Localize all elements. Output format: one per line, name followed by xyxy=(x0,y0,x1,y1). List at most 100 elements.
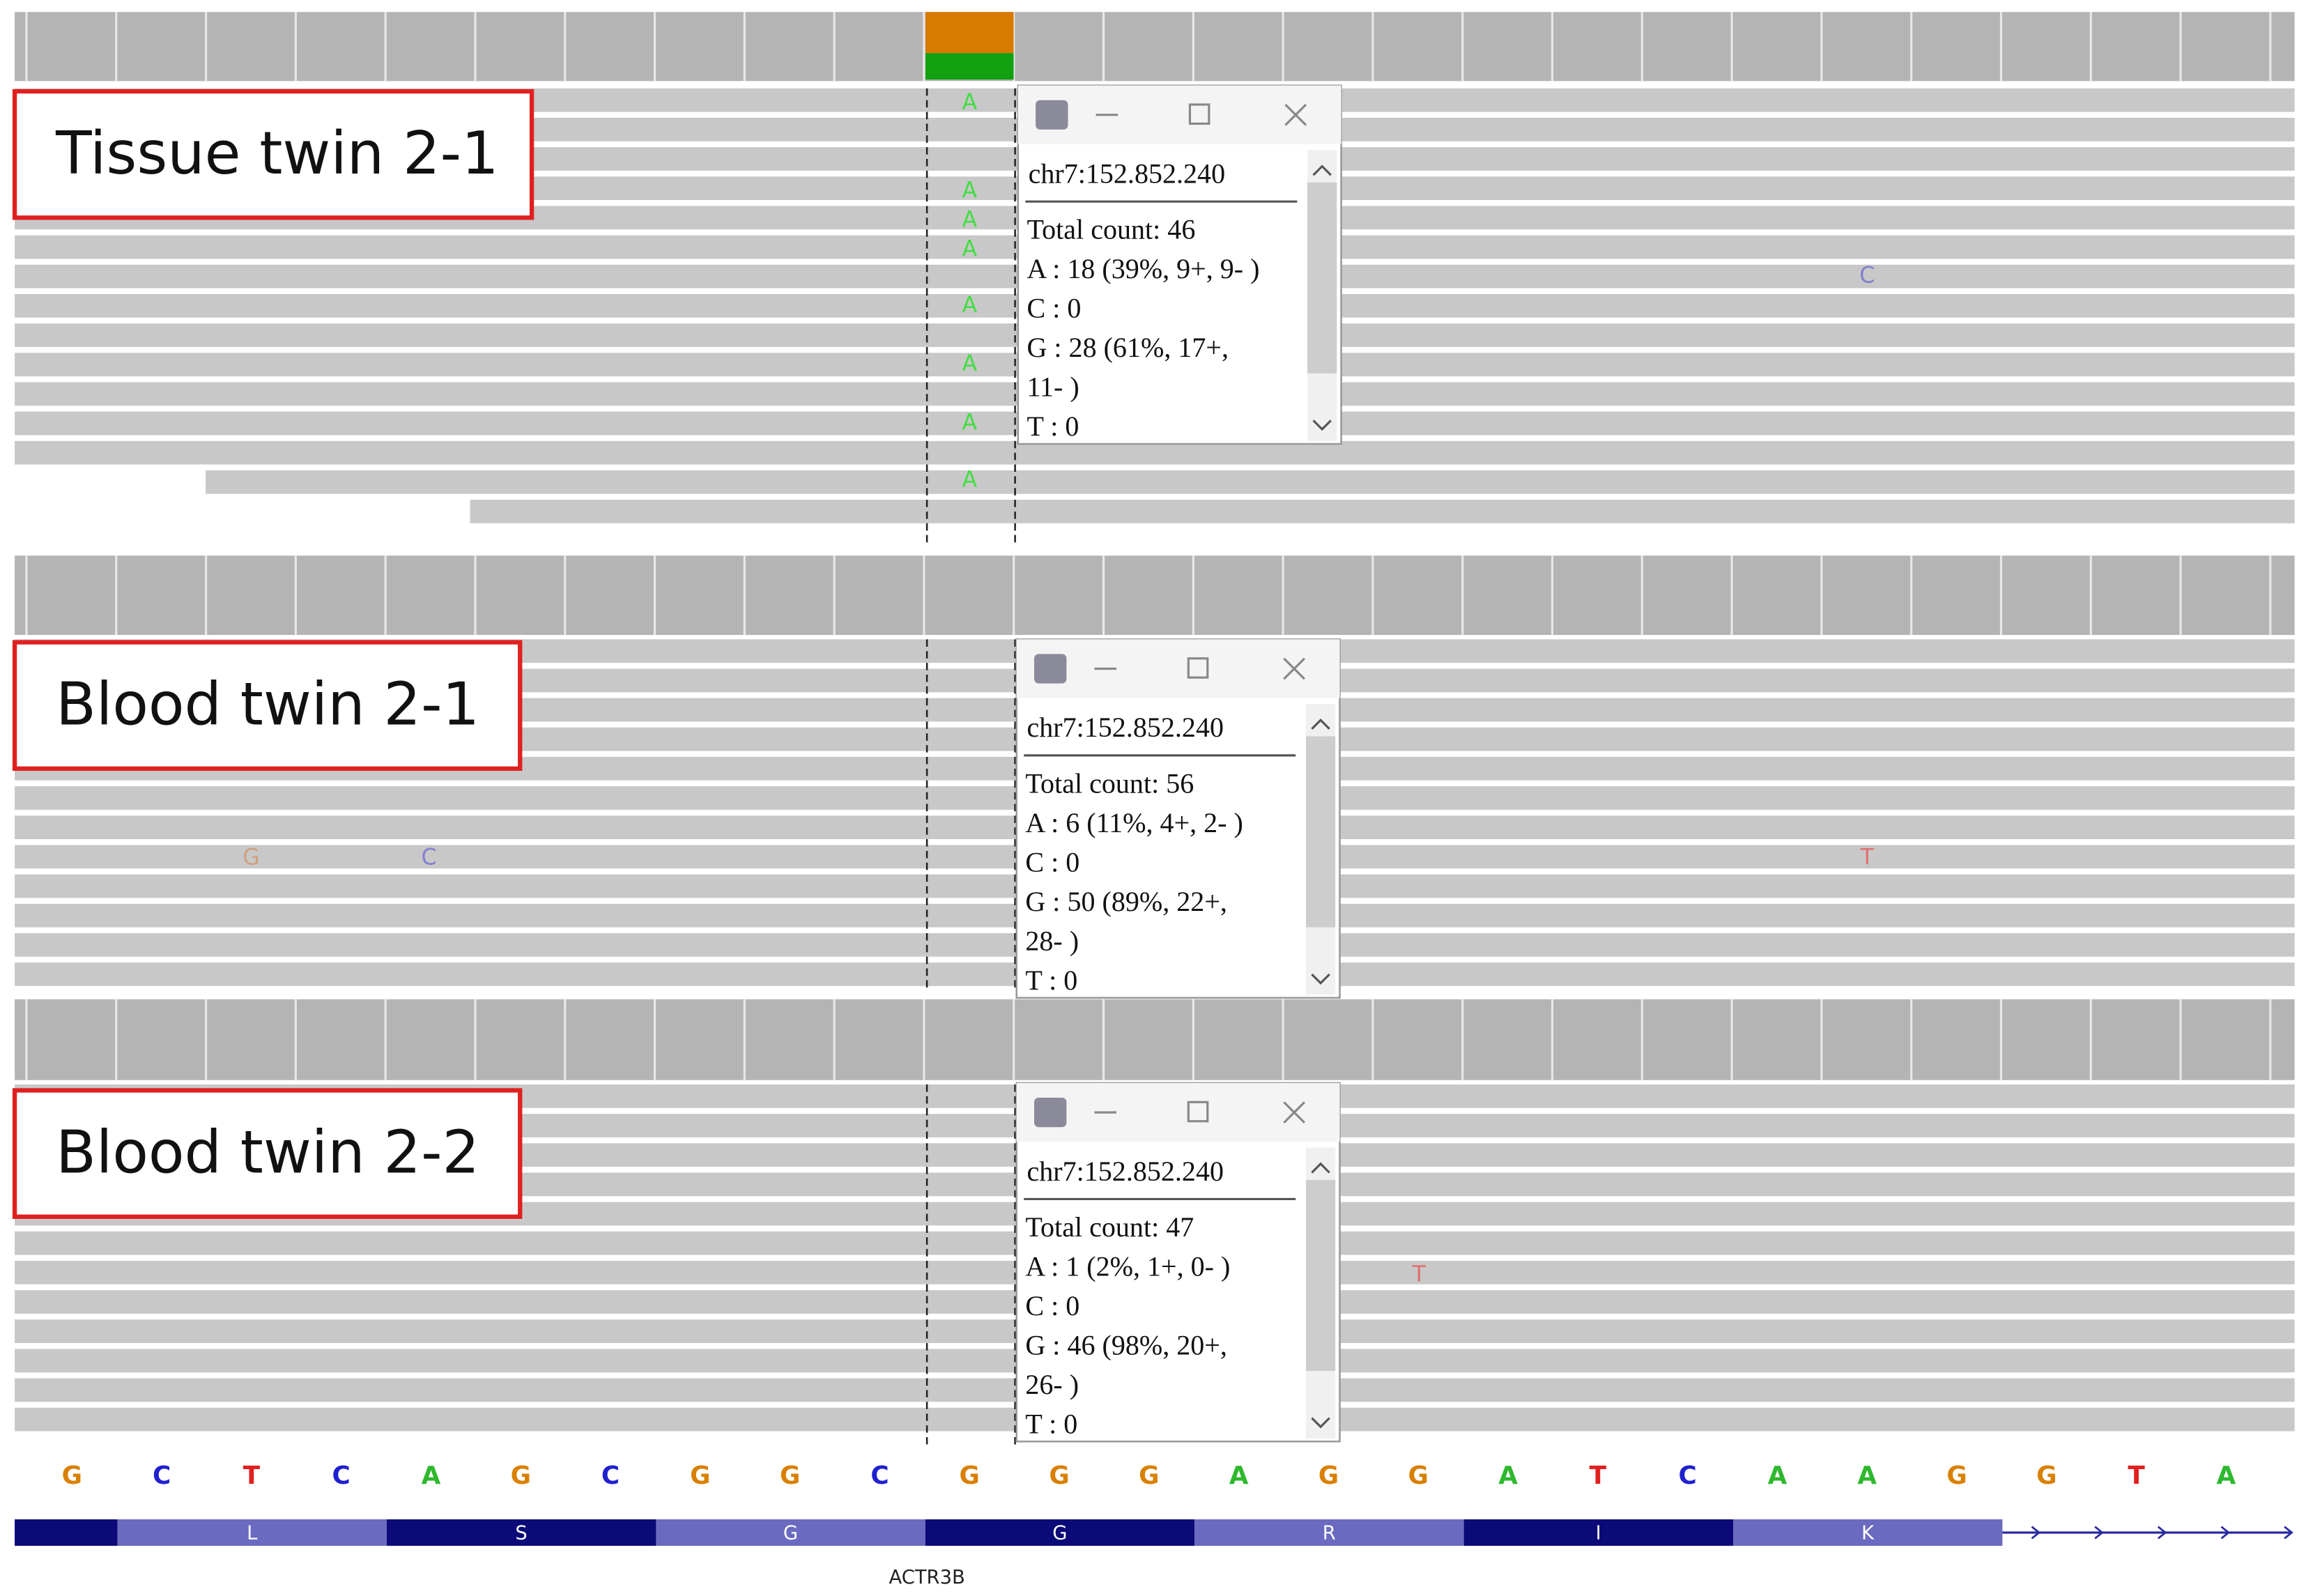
sample-label-box xyxy=(12,640,523,772)
popup-line: T : 0 xyxy=(1025,965,1077,996)
read-base: T xyxy=(1860,845,1875,870)
strand-arrow xyxy=(2094,1526,2104,1540)
reference-base: C xyxy=(332,1461,351,1490)
popup-line: A : 6 (11%, 4+, 2- ) xyxy=(1025,807,1243,838)
reference-base: G xyxy=(780,1461,800,1490)
popup-line: 11- ) xyxy=(1027,371,1079,403)
popup-window xyxy=(1015,638,1341,999)
popup-line: C : 0 xyxy=(1027,293,1081,324)
sample-label: Blood twin 2-1 xyxy=(56,670,479,738)
sample-label-box xyxy=(12,1088,523,1219)
popup-window xyxy=(1015,1082,1341,1443)
reference-base: G xyxy=(62,1461,82,1490)
sample-label: Blood twin 2-2 xyxy=(56,1118,479,1186)
scroll-down[interactable] xyxy=(1312,420,1332,431)
reference-base: A xyxy=(1498,1461,1518,1490)
read-base: A xyxy=(962,293,977,318)
popup-scroll-thumb[interactable] xyxy=(1306,1180,1336,1372)
maximize-button[interactable] xyxy=(1188,103,1210,125)
amino-acid-block xyxy=(1194,1519,1464,1546)
strand-arrow xyxy=(2220,1526,2231,1540)
read-base: C xyxy=(1859,263,1875,289)
maximize-button[interactable] xyxy=(1187,1100,1209,1123)
amino-acid-block xyxy=(387,1519,656,1546)
strand-arrow xyxy=(2284,1526,2293,1540)
gene-name: ACTR3B xyxy=(889,1567,964,1588)
read-base: A xyxy=(962,410,977,435)
close-button[interactable] xyxy=(1283,657,1306,680)
amino-acid: I xyxy=(1596,1523,1601,1544)
reference-base: A xyxy=(1857,1461,1877,1490)
popup-titlebar xyxy=(1016,1082,1340,1142)
reference-base: A xyxy=(1229,1461,1249,1490)
reference-base: G xyxy=(1946,1461,1967,1490)
popup-position: chr7:152.852.240 xyxy=(1027,1156,1224,1187)
reference-base: T xyxy=(2128,1461,2145,1490)
read-base: G xyxy=(243,845,260,870)
coverage-track xyxy=(15,999,2295,1080)
sample-label: Tissue twin 2-1 xyxy=(55,119,499,187)
scroll-up[interactable] xyxy=(1311,719,1330,730)
close-button[interactable] xyxy=(1284,103,1307,126)
coverage-mismatch-a xyxy=(925,53,1014,80)
popup-line: Total count: 47 xyxy=(1025,1211,1194,1243)
read-base: A xyxy=(962,351,977,376)
popup-titlebar xyxy=(1017,85,1341,144)
amino-acid: L xyxy=(247,1523,258,1544)
popup-icon xyxy=(1036,100,1068,130)
reference-base: G xyxy=(1408,1461,1429,1490)
popup-titlebar xyxy=(1016,639,1340,698)
read xyxy=(206,470,2295,494)
scroll-down[interactable] xyxy=(1311,973,1330,985)
sample-label-box xyxy=(12,89,535,220)
reference-base: T xyxy=(1590,1461,1607,1490)
scroll-up[interactable] xyxy=(1311,1162,1330,1174)
gene-start xyxy=(15,1519,118,1546)
amino-acid: K xyxy=(1861,1523,1875,1544)
read-base: T xyxy=(1412,1262,1427,1287)
read xyxy=(470,500,2295,523)
popup-line: G : 28 (61%, 17+, xyxy=(1027,332,1229,363)
popup-line: G : 50 (89%, 22+, xyxy=(1025,886,1227,917)
reference-base: C xyxy=(601,1461,620,1490)
popup-window xyxy=(1017,84,1342,445)
maximize-button[interactable] xyxy=(1187,657,1209,679)
popup-scroll-thumb[interactable] xyxy=(1306,736,1336,928)
popup-line: C : 0 xyxy=(1025,846,1079,877)
amino-acid: R xyxy=(1323,1523,1336,1544)
amino-acid: S xyxy=(515,1523,527,1544)
popup-line: Total count: 56 xyxy=(1025,767,1194,799)
popup-position: chr7:152.852.240 xyxy=(1027,712,1224,743)
popup-line: A : 18 (39%, 9+, 9- ) xyxy=(1027,253,1259,284)
popup-line: Total count: 46 xyxy=(1027,214,1195,245)
read-base: A xyxy=(962,237,977,262)
read xyxy=(15,440,2295,465)
reference-base: C xyxy=(1679,1461,1697,1490)
popup-line: 28- ) xyxy=(1025,925,1079,956)
coverage-mismatch-g xyxy=(925,12,1014,54)
amino-acid-block xyxy=(656,1519,925,1546)
reference-base: T xyxy=(243,1461,261,1490)
amino-acid-block xyxy=(1463,1519,1734,1546)
close-button[interactable] xyxy=(1283,1101,1306,1123)
strand-arrow xyxy=(2031,1526,2041,1540)
reference-base: G xyxy=(960,1461,980,1490)
read-base: A xyxy=(962,468,977,493)
reference-base: C xyxy=(870,1461,889,1490)
reference-base: C xyxy=(153,1461,171,1490)
read-base: A xyxy=(962,90,977,115)
amino-acid: G xyxy=(783,1523,798,1544)
popup-icon xyxy=(1034,654,1067,684)
amino-acid-block xyxy=(117,1519,387,1546)
reference-base: G xyxy=(690,1461,710,1490)
read-base: A xyxy=(962,208,977,233)
scroll-up[interactable] xyxy=(1312,164,1332,176)
reference-base: A xyxy=(422,1461,441,1490)
popup-scroll-thumb[interactable] xyxy=(1307,182,1337,374)
amino-acid: G xyxy=(1052,1523,1067,1544)
reference-base: G xyxy=(1049,1461,1069,1490)
popup-line: 26- ) xyxy=(1025,1369,1079,1400)
popup-line: T : 0 xyxy=(1027,410,1079,442)
scroll-down[interactable] xyxy=(1311,1417,1330,1429)
